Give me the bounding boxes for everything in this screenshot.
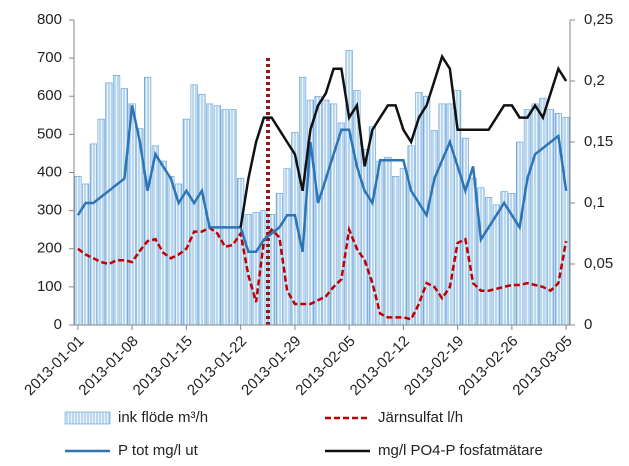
y-tick-label: 0: [54, 316, 62, 333]
line-series: [76, 105, 568, 254]
bar: [97, 118, 105, 326]
y2-tick-label: 0,2: [584, 72, 605, 89]
bar: [438, 103, 446, 326]
y2-tick-label: 0,15: [584, 133, 613, 150]
bar: [213, 105, 221, 326]
bar: [299, 76, 307, 326]
legend-label: P tot mg/l ut: [118, 442, 199, 459]
bar: [492, 204, 500, 326]
bar: [120, 88, 128, 326]
y-tick-label: 700: [37, 49, 62, 66]
bar: [562, 116, 570, 326]
y2-tick-label: 0,25: [584, 11, 613, 28]
y-tick-label: 600: [37, 87, 62, 104]
bar: [159, 160, 167, 326]
line-series: [239, 53, 568, 228]
legend-label: ink flöde m³/h: [118, 409, 208, 426]
bar: [330, 103, 338, 326]
bar: [500, 191, 508, 326]
bar: [345, 50, 353, 326]
bar: [252, 212, 260, 326]
bar: [516, 141, 524, 326]
y-tick-label: 400: [37, 163, 62, 180]
bar: [229, 109, 237, 326]
bar: [182, 118, 190, 326]
bar: [337, 122, 345, 326]
bar: [322, 99, 330, 326]
y-tick-label: 200: [37, 240, 62, 257]
bar: [151, 145, 159, 326]
y2-tick-label: 0: [584, 316, 592, 333]
bar: [144, 76, 152, 326]
line-series: [77, 225, 568, 321]
y-tick-label: 100: [37, 278, 62, 295]
y-tick-label: 500: [37, 125, 62, 142]
bar: [113, 74, 121, 326]
bar: [399, 168, 407, 326]
bar: [105, 82, 113, 326]
bar: [283, 168, 291, 326]
bar: [523, 109, 531, 326]
bar: [221, 109, 229, 326]
y2-tick-label: 0,1: [584, 194, 605, 211]
bar: [407, 145, 415, 326]
y-tick-label: 300: [37, 202, 62, 219]
bar: [314, 95, 322, 326]
bar: [198, 94, 206, 326]
bar: [485, 196, 493, 326]
bar: [376, 160, 384, 326]
bar: [539, 97, 547, 326]
bar: [430, 130, 438, 326]
y2-tick-label: 0,05: [584, 255, 613, 272]
bar: [469, 177, 477, 326]
legend-label: mg/l PO4-P fosfatmätare: [378, 442, 543, 459]
legend-label: Järnsulfat l/h: [378, 409, 463, 426]
bar: [461, 137, 469, 326]
bar: [384, 156, 392, 326]
bar: [167, 176, 175, 326]
y-tick-label: 800: [37, 11, 62, 28]
legend-swatch: [64, 411, 111, 425]
bar: [361, 149, 369, 326]
bar: [392, 176, 400, 326]
bar: [531, 103, 539, 326]
bar: [89, 143, 97, 326]
